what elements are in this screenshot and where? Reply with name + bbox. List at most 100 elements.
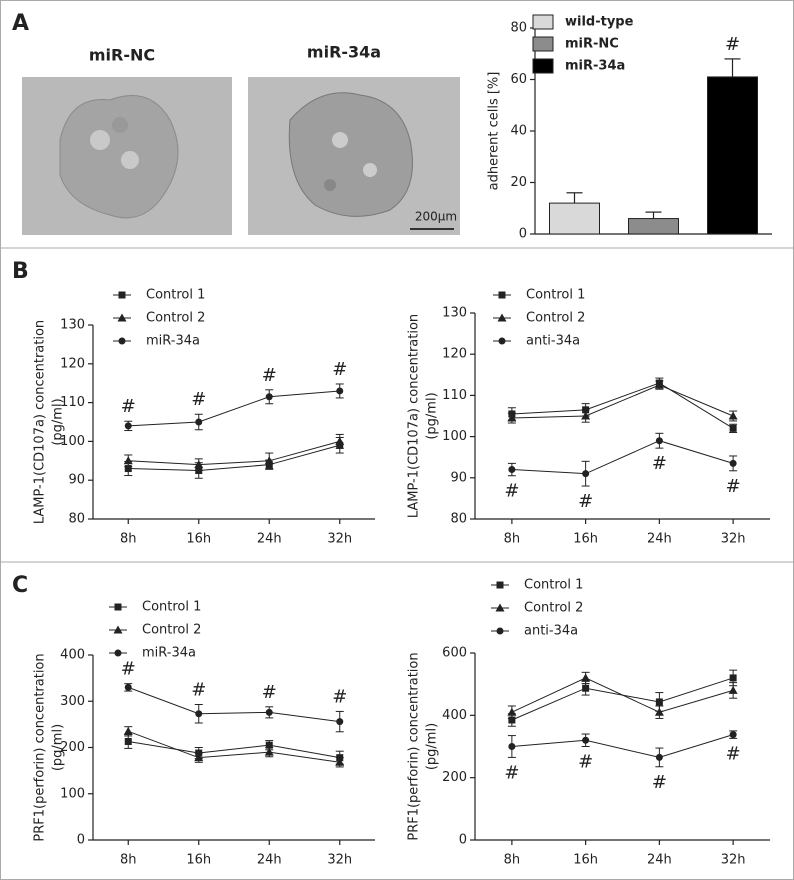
marker bbox=[581, 673, 591, 682]
y-tick-label: 90 bbox=[68, 473, 85, 488]
micrograph bbox=[22, 77, 232, 235]
line bbox=[511, 440, 734, 475]
line bbox=[511, 734, 734, 758]
legend-label: Control 2 bbox=[526, 311, 585, 326]
legend-label: Control 1 bbox=[146, 288, 205, 303]
scale-label: 200µm bbox=[415, 210, 457, 224]
x-tick-label: 24h bbox=[647, 532, 672, 547]
line bbox=[128, 740, 340, 759]
marker bbox=[729, 459, 737, 467]
panel-letter: C bbox=[12, 573, 28, 598]
annotation: # bbox=[262, 365, 277, 386]
annotation: # bbox=[504, 762, 519, 783]
marker bbox=[194, 460, 204, 469]
marker bbox=[124, 683, 132, 691]
y-tick-label: 400 bbox=[60, 648, 85, 663]
x-tick-label: 24h bbox=[257, 853, 282, 868]
legend-label: miR-34a bbox=[146, 334, 200, 349]
y-tick-label: 100 bbox=[442, 429, 467, 444]
x-tick-label: 8h bbox=[120, 532, 137, 547]
line bbox=[128, 440, 340, 466]
marker bbox=[265, 708, 273, 716]
marker bbox=[729, 731, 737, 739]
y-tick-label: 100 bbox=[60, 786, 85, 801]
line bbox=[511, 677, 734, 713]
legend-label: Control 1 bbox=[524, 578, 583, 593]
panel-letter: A bbox=[12, 11, 29, 36]
legend-label: Control 2 bbox=[142, 623, 201, 638]
line bbox=[128, 390, 340, 427]
line bbox=[511, 382, 734, 429]
annotation: # bbox=[121, 396, 136, 417]
annotation: # bbox=[262, 682, 277, 703]
annotation: # bbox=[332, 686, 347, 707]
bar bbox=[628, 218, 679, 235]
x-tick-label: 8h bbox=[120, 853, 137, 868]
marker bbox=[496, 581, 504, 589]
y-tick-label: 110 bbox=[60, 395, 85, 410]
marker bbox=[113, 625, 123, 634]
legend-label: Control 2 bbox=[524, 601, 583, 616]
marker bbox=[118, 337, 126, 345]
marker bbox=[496, 627, 504, 635]
annotation: # bbox=[725, 34, 740, 55]
marker bbox=[124, 465, 132, 473]
x-tick-label: 8h bbox=[504, 853, 521, 868]
legend-label: Control 2 bbox=[146, 311, 205, 326]
y-axis-label: (pg/ml) bbox=[51, 398, 66, 445]
y-tick-label: 60 bbox=[510, 72, 527, 87]
marker bbox=[335, 757, 345, 766]
annotation: # bbox=[504, 481, 519, 502]
y-tick-label: 80 bbox=[68, 512, 85, 527]
x-tick-label: 16h bbox=[573, 853, 598, 868]
legend-swatch bbox=[532, 58, 554, 74]
x-tick-label: 16h bbox=[186, 853, 211, 868]
x-tick-label: 24h bbox=[257, 532, 282, 547]
marker bbox=[581, 411, 591, 420]
marker bbox=[582, 684, 590, 692]
image-title: miR-34a bbox=[307, 43, 381, 62]
y-tick-label: 100 bbox=[60, 434, 85, 449]
marker bbox=[124, 737, 132, 745]
legend-label: wild-type bbox=[565, 15, 634, 30]
marker bbox=[498, 337, 506, 345]
marker bbox=[264, 456, 274, 465]
marker bbox=[336, 387, 344, 395]
marker bbox=[118, 291, 126, 299]
x-tick-label: 16h bbox=[186, 532, 211, 547]
annotation: # bbox=[652, 453, 667, 474]
y-tick-label: 600 bbox=[442, 646, 467, 661]
y-tick-label: 0 bbox=[459, 833, 467, 848]
marker bbox=[582, 470, 590, 478]
marker bbox=[498, 291, 506, 299]
y-axis-label: LAMP-1(CD107a) concentration bbox=[407, 314, 422, 518]
marker bbox=[114, 649, 122, 657]
y-tick-label: 130 bbox=[60, 318, 85, 333]
legend-swatch bbox=[532, 36, 554, 52]
legend-label: anti-34a bbox=[524, 624, 578, 639]
legend-label: Control 1 bbox=[526, 288, 585, 303]
marker bbox=[265, 741, 273, 749]
annotation: # bbox=[578, 491, 593, 512]
legend-label: miR-34a bbox=[565, 59, 625, 74]
x-tick-label: 32h bbox=[721, 853, 746, 868]
x-tick-label: 8h bbox=[504, 532, 521, 547]
annotation: # bbox=[332, 359, 347, 380]
line bbox=[128, 444, 340, 472]
marker bbox=[123, 726, 133, 735]
annotation: # bbox=[191, 389, 206, 410]
y-tick-label: 300 bbox=[60, 694, 85, 709]
annotation: # bbox=[726, 743, 741, 764]
x-tick-label: 16h bbox=[573, 532, 598, 547]
x-tick-label: 32h bbox=[721, 532, 746, 547]
y-tick-label: 80 bbox=[510, 21, 527, 36]
marker bbox=[117, 313, 127, 322]
panel-letter: B bbox=[12, 259, 29, 284]
y-axis-label: LAMP-1(CD107a) concentration bbox=[33, 320, 48, 524]
marker bbox=[124, 422, 132, 430]
x-tick-label: 32h bbox=[327, 853, 352, 868]
marker bbox=[195, 418, 203, 426]
marker bbox=[728, 685, 738, 694]
y-axis-label: (pg/ml) bbox=[425, 392, 440, 439]
annotation: # bbox=[191, 679, 206, 700]
